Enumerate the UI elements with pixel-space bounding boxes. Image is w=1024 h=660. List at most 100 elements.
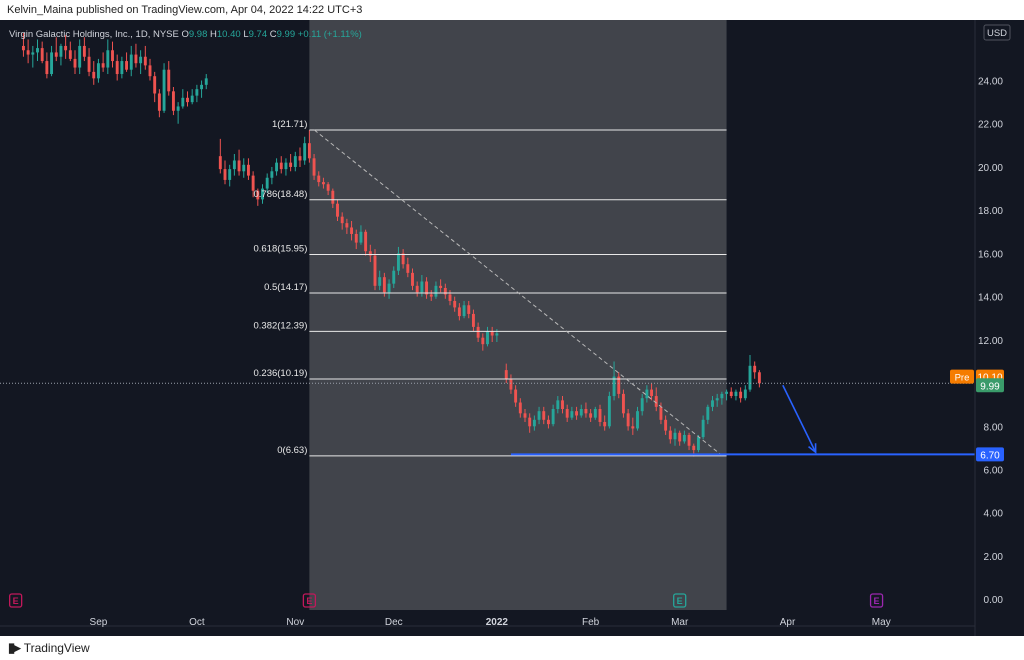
candle-down [336, 203, 339, 217]
candle-down [631, 426, 635, 429]
candle-down [406, 264, 410, 273]
candle-down [382, 277, 386, 293]
x-tick-label: Sep [90, 617, 108, 628]
y-tick-label: 6.00 [984, 466, 1004, 477]
x-tick-label: Apr [780, 617, 796, 628]
candle-up [36, 48, 39, 53]
candle-up [270, 171, 274, 178]
candle-up [242, 164, 246, 172]
candle-down [307, 143, 311, 159]
candle-down [345, 223, 349, 228]
projection-arrow-line[interactable] [782, 384, 817, 453]
legend-open-label: O [181, 29, 188, 40]
candle-up [706, 406, 710, 420]
candle-down [411, 272, 414, 286]
candle-up [720, 393, 724, 399]
candle-up [640, 398, 644, 412]
candle-up [200, 84, 204, 90]
candle-down [753, 365, 757, 373]
candle-down [223, 169, 227, 180]
candle-up [701, 419, 705, 438]
candle-down [504, 370, 508, 379]
legend-symbol: Virgin Galactic Holdings, Inc., 1D, NYSE [9, 29, 181, 40]
candle-down [321, 182, 325, 185]
candle-down [401, 253, 405, 265]
candle-down [26, 50, 30, 55]
candle-down [312, 158, 316, 176]
x-tick-label: May [872, 617, 891, 628]
candle-down [490, 331, 494, 336]
candle-down [654, 396, 658, 407]
earnings-event-marker[interactable] [9, 593, 23, 608]
candle-up [462, 305, 466, 317]
candle-up [129, 54, 133, 70]
candle-down [354, 233, 358, 243]
candle-down [626, 413, 630, 427]
candle-down [186, 97, 189, 103]
candle-up [532, 419, 536, 427]
candle-down [373, 255, 377, 286]
candle-down [134, 54, 138, 64]
candle-down [115, 61, 119, 75]
y-tick-label: 4.00 [984, 509, 1004, 520]
candle-down [415, 285, 419, 293]
candle-down [256, 190, 260, 200]
candle-down [40, 48, 44, 62]
publish-header: Kelvin_Maina published on TradingView.co… [0, 0, 1024, 20]
candle-down [331, 190, 335, 204]
earnings-event-marker[interactable] [869, 593, 884, 608]
candle-down [448, 294, 452, 301]
candle-up [593, 409, 597, 418]
candle-down [443, 287, 447, 295]
candle-up [725, 391, 729, 394]
candle-up [96, 63, 100, 79]
candle-up [748, 365, 752, 390]
candle-down [218, 156, 222, 170]
currency-button[interactable] [983, 24, 1011, 41]
candle-down [45, 61, 49, 75]
y-tick-label: 0.00 [984, 595, 1004, 606]
candle-up [162, 69, 166, 111]
candle-down [589, 413, 593, 418]
y-tick-label: 16.00 [978, 249, 1003, 260]
candle-up [176, 106, 180, 111]
x-tick-label: Nov [286, 617, 304, 628]
candle-down [523, 413, 527, 418]
pre-market-price-tag-text: 10.10 [977, 373, 1002, 384]
earnings-event-letter: E [677, 596, 683, 606]
earnings-event-marker[interactable] [673, 593, 687, 608]
candle-up [265, 177, 269, 189]
candle-up [607, 396, 611, 427]
candle-down [575, 411, 579, 416]
fib-trend-line[interactable] [314, 129, 723, 457]
candle-down [279, 162, 283, 170]
candle-down [565, 409, 569, 418]
candle-down [289, 162, 293, 167]
fib-zone [309, 20, 727, 610]
candle-down [87, 56, 91, 72]
earnings-event-marker[interactable] [302, 593, 317, 608]
candle-up [682, 434, 686, 442]
candle-down [542, 411, 546, 420]
candle-down [92, 71, 96, 79]
candle-up [204, 78, 208, 85]
candle-up [392, 270, 396, 284]
y-tick-label: 22.00 [978, 120, 1003, 131]
candle-up [59, 45, 63, 57]
candle-up [743, 389, 747, 399]
x-tick-label: Dec [385, 617, 403, 628]
price-chart[interactable]: 1(21.71) 0.786(18.48) 0.618(15.95) 0.5(14.1… [0, 20, 1024, 636]
candle-up [612, 376, 616, 397]
x-tick-label: Oct [189, 617, 205, 628]
candle-down [157, 93, 161, 111]
legend: Virgin Galactic Holdings, Inc., 1D, NYSE… [9, 29, 362, 40]
candle-up [711, 400, 714, 407]
candle-up [50, 52, 54, 75]
tradingview-brand-text: TradingView [23, 641, 90, 655]
candle-down [64, 45, 68, 51]
candle-down [528, 417, 532, 427]
candle-up [275, 162, 279, 172]
candle-down [340, 216, 344, 224]
tradingview-logo[interactable]: ▮▸ TradingView [8, 640, 90, 656]
candle-down [598, 409, 602, 422]
